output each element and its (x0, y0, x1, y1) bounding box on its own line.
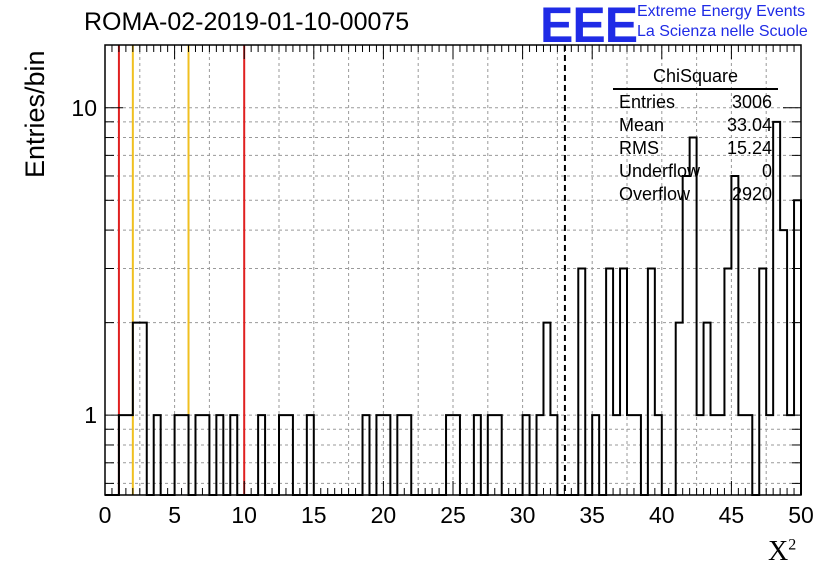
brand-text: Extreme Energy Events La Scienza nelle S… (637, 2, 808, 42)
x-tick-label: 15 (301, 502, 327, 528)
y-axis-label: Entries/bin (20, 50, 50, 178)
stats-row: RMS 15.24 (613, 138, 778, 161)
histogram-bin (543, 323, 550, 495)
x-tick-label: 30 (510, 502, 536, 528)
histogram-bin (133, 323, 140, 495)
x-tick-label: 35 (579, 502, 605, 528)
x-axis-label-superscript: 2 (788, 536, 797, 554)
stats-value: 3006 (731, 92, 772, 112)
x-axis-label: X2 (768, 536, 796, 568)
x-tick-label: 45 (719, 502, 745, 528)
histogram-bin (724, 268, 731, 495)
stats-value: 0 (761, 161, 772, 181)
histogram-bin (676, 323, 683, 495)
stats-value: 2920 (731, 184, 772, 204)
histogram-bin (731, 176, 738, 495)
stats-row: Mean 33.04 (613, 115, 778, 138)
x-axis-label-text: X (768, 536, 789, 567)
stats-label: RMS (619, 138, 659, 158)
histogram-bin (683, 176, 690, 495)
reference-lines (117, 45, 566, 495)
stats-label: Overflow (619, 184, 691, 204)
stats-row: Overflow 2920 (613, 184, 778, 207)
tick-labels: 0 5 10 15 20 25 30 35 40 45 50 1 10 (71, 95, 813, 528)
stats-row: Underflow 0 (613, 161, 778, 184)
stats-title: ChiSquare (613, 66, 778, 90)
axes (104, 44, 802, 496)
stats-label: Mean (619, 115, 665, 135)
histogram-bin (620, 268, 627, 495)
histogram-bin (606, 268, 613, 495)
x-tick-label: 5 (168, 502, 181, 528)
histogram-bin (794, 200, 801, 495)
brand-line-1: Extreme Energy Events (637, 3, 806, 20)
y-tick-label: 10 (71, 95, 97, 121)
x-tick-label: 10 (231, 502, 257, 528)
y-tick-label: 1 (84, 402, 97, 428)
x-tick-label: 0 (99, 502, 112, 528)
stats-value: 33.04 (726, 115, 772, 135)
stats-value: 15.24 (726, 138, 772, 158)
x-tick-label: 50 (788, 502, 814, 528)
x-tick-label: 20 (371, 502, 397, 528)
histogram-bin (759, 268, 766, 495)
stats-label: Entries (619, 92, 676, 112)
brand-line-2: La Scienza nelle Scuole (637, 23, 808, 40)
histogram-bin (704, 323, 711, 495)
histogram-bin (648, 268, 655, 495)
histogram-bin (578, 268, 585, 495)
x-tick-label: 40 (649, 502, 675, 528)
stats-box: ChiSquare Entries 3006 Mean 33.04 RMS 15.24… (613, 66, 778, 207)
histogram-bin (140, 323, 147, 495)
run-title: ROMA-02-2019-01-10-00075 (84, 8, 410, 36)
stats-row: Entries 3006 (613, 92, 778, 115)
eee-logo: EEE (540, 0, 638, 53)
histogram-bin (780, 230, 787, 495)
stats-label: Underflow (619, 161, 701, 181)
x-tick-label: 25 (440, 502, 466, 528)
